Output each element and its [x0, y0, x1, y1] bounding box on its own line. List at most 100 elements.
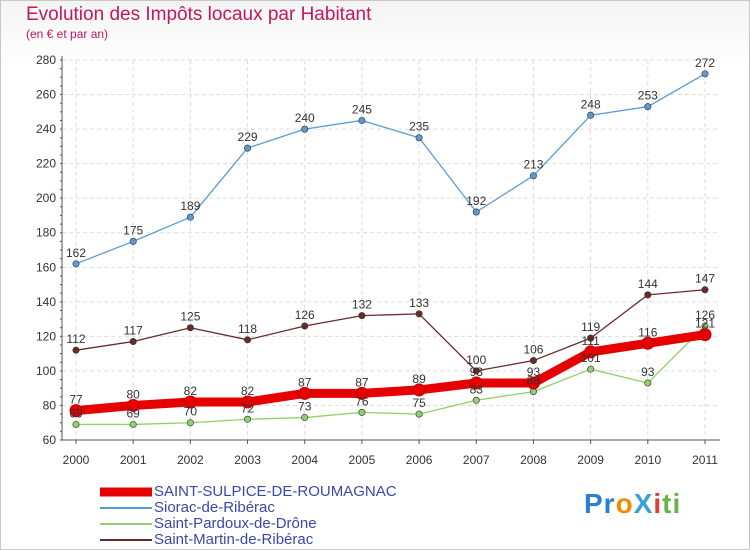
legend-item-saint-martin[interactable]: Saint-Martin-de-Ribérac — [100, 532, 460, 548]
proxiti-logo: ProXiti — [584, 488, 682, 519]
y-tick-label: 120 — [36, 329, 56, 343]
data-point — [641, 336, 655, 350]
data-label: 245 — [352, 102, 372, 116]
data-point — [415, 410, 423, 418]
data-point — [126, 398, 140, 412]
legend-item-saint-sulpice[interactable]: SAINT-SULPICE-DE-ROUMAGNAC — [100, 484, 460, 500]
data-label: 77 — [69, 393, 83, 407]
legend-swatch-saint-martin — [100, 539, 152, 541]
data-point — [129, 338, 137, 346]
data-point — [186, 213, 194, 221]
legend-swatch-saint-sulpice — [100, 487, 152, 497]
series-line — [75, 73, 706, 265]
y-tick-label: 180 — [36, 226, 56, 240]
data-point — [358, 312, 366, 320]
data-point — [129, 237, 137, 245]
data-label: 70 — [184, 405, 198, 419]
data-point — [355, 386, 369, 400]
data-point — [472, 208, 480, 216]
data-point — [301, 414, 309, 422]
data-label: 133 — [409, 296, 429, 310]
x-tick-label: 2002 — [177, 453, 204, 467]
data-label: 111 — [582, 334, 601, 348]
data-label: 272 — [695, 56, 715, 70]
y-tick-label: 260 — [36, 88, 56, 102]
data-label: 82 — [241, 384, 255, 398]
data-label: 101 — [581, 351, 601, 365]
data-label: 73 — [298, 400, 312, 414]
data-label: 93 — [641, 365, 655, 379]
data-point — [644, 379, 652, 387]
data-label: 116 — [638, 325, 657, 339]
legend-swatch-siorac — [100, 507, 152, 509]
data-label: 82 — [184, 384, 198, 398]
data-label: 121 — [695, 317, 715, 331]
x-tick-label: 2000 — [63, 453, 90, 467]
data-label: 80 — [127, 387, 141, 401]
data-label: 69 — [127, 406, 141, 420]
data-label: 89 — [412, 372, 426, 386]
data-label: 72 — [241, 401, 255, 415]
x-tick-label: 2001 — [120, 453, 147, 467]
data-point — [129, 420, 137, 428]
data-point — [72, 420, 80, 428]
data-label: 162 — [66, 246, 86, 260]
legend-item-saint-pardoux[interactable]: Saint-Pardoux-de-Drône — [100, 516, 460, 532]
data-label: 76 — [355, 394, 369, 408]
legend-label-saint-martin: Saint-Martin-de-Ribérac — [154, 531, 314, 548]
x-tick-label: 2006 — [406, 453, 433, 467]
data-label: 87 — [355, 375, 369, 389]
data-point — [529, 172, 537, 180]
y-tick-label: 140 — [36, 295, 56, 309]
y-tick-label: 240 — [36, 122, 56, 136]
data-point — [301, 322, 309, 330]
data-point — [587, 334, 595, 342]
series-line — [75, 325, 706, 426]
data-point — [587, 111, 595, 119]
data-point — [415, 134, 423, 142]
label-layer: 77 80 82 82 87 87 89 93 93 111 116 121 162 175 189 229 2… — [66, 56, 715, 421]
x-tick-label: 2010 — [634, 453, 661, 467]
data-point — [644, 103, 652, 111]
data-label: 87 — [298, 375, 312, 389]
data-label: 83 — [470, 382, 484, 396]
data-point — [415, 310, 423, 318]
data-point — [469, 376, 483, 390]
data-label: 144 — [638, 277, 658, 291]
data-point — [701, 286, 709, 294]
data-point — [186, 324, 194, 332]
data-label: 240 — [295, 111, 315, 125]
y-tick-label: 160 — [36, 260, 56, 274]
data-point — [298, 386, 312, 400]
data-label: 117 — [124, 324, 143, 338]
data-label: 248 — [581, 97, 601, 111]
data-point — [529, 357, 537, 365]
data-point — [244, 144, 252, 152]
data-point — [244, 415, 252, 423]
legend-item-siorac[interactable]: Siorac-de-Ribérac — [100, 500, 460, 516]
data-point — [72, 260, 80, 268]
y-tick-label: 220 — [36, 157, 56, 171]
data-point — [526, 376, 540, 390]
data-point — [472, 396, 480, 404]
data-label: 125 — [180, 310, 200, 324]
data-label: 253 — [638, 89, 658, 103]
y-tick-label: 80 — [43, 398, 57, 412]
y-tick-label: 200 — [36, 191, 56, 205]
legend-swatch-saint-pardoux — [100, 523, 152, 525]
data-label: 119 — [581, 320, 600, 334]
data-label: 88 — [527, 374, 541, 388]
series-line — [71, 330, 710, 416]
y-tick-label: 60 — [43, 433, 57, 447]
legend-label-saint-pardoux: Saint-Pardoux-de-Drône — [154, 515, 317, 532]
data-label: 100 — [466, 353, 486, 367]
data-label: 213 — [523, 158, 543, 172]
data-label: 93 — [470, 365, 484, 379]
x-tick-label: 2003 — [234, 453, 261, 467]
data-point — [72, 346, 80, 354]
data-point — [358, 116, 366, 124]
data-point — [584, 345, 598, 359]
data-point — [412, 383, 426, 397]
x-tick-label: 2011 — [692, 453, 718, 467]
data-label: 75 — [412, 396, 426, 410]
